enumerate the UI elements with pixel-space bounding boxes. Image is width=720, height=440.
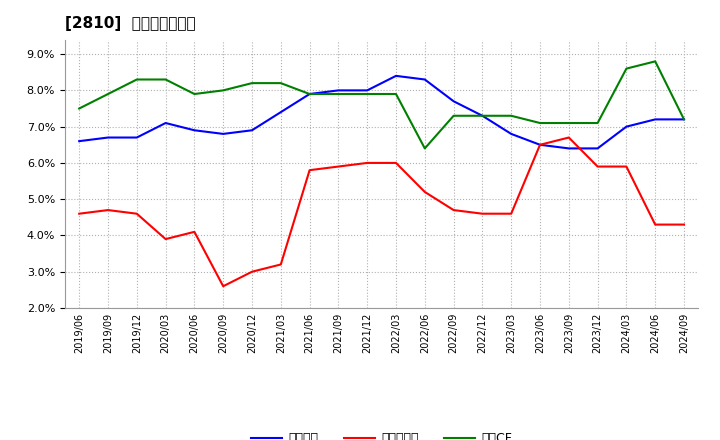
- 当期純利益: [449, 207, 458, 213]
- 当期純利益: [161, 236, 170, 242]
- 経常利益: [334, 88, 343, 93]
- 経常利益: [276, 110, 285, 115]
- 経常利益: [190, 128, 199, 133]
- 当期純利益: [651, 222, 660, 227]
- 営業CF: [420, 146, 429, 151]
- 営業CF: [132, 77, 141, 82]
- Text: [2810]  マージンの推移: [2810] マージンの推移: [65, 16, 195, 32]
- 当期純利益: [248, 269, 256, 275]
- 当期純利益: [622, 164, 631, 169]
- 当期純利益: [132, 211, 141, 216]
- 当期純利益: [219, 284, 228, 289]
- Line: 当期純利益: 当期純利益: [79, 138, 684, 286]
- 営業CF: [276, 81, 285, 86]
- 営業CF: [536, 121, 544, 126]
- 経常利益: [680, 117, 688, 122]
- 営業CF: [622, 66, 631, 71]
- Line: 営業CF: 営業CF: [79, 61, 684, 148]
- 経常利益: [248, 128, 256, 133]
- 当期純利益: [392, 160, 400, 165]
- Line: 経常利益: 経常利益: [79, 76, 684, 148]
- 経常利益: [478, 113, 487, 118]
- 経常利益: [219, 131, 228, 136]
- 当期純利益: [75, 211, 84, 216]
- 営業CF: [593, 121, 602, 126]
- 当期純利益: [363, 160, 372, 165]
- 営業CF: [161, 77, 170, 82]
- 経常利益: [420, 77, 429, 82]
- 経常利益: [536, 142, 544, 147]
- 経常利益: [75, 139, 84, 144]
- 営業CF: [104, 92, 112, 97]
- 経常利益: [651, 117, 660, 122]
- 経常利益: [564, 146, 573, 151]
- 当期純利益: [104, 207, 112, 213]
- 当期純利益: [478, 211, 487, 216]
- 当期純利益: [276, 262, 285, 267]
- 営業CF: [651, 59, 660, 64]
- 営業CF: [680, 117, 688, 122]
- 当期純利益: [564, 135, 573, 140]
- 当期純利益: [420, 189, 429, 194]
- 営業CF: [363, 92, 372, 97]
- 営業CF: [190, 92, 199, 97]
- 営業CF: [75, 106, 84, 111]
- 当期純利益: [334, 164, 343, 169]
- 経常利益: [593, 146, 602, 151]
- 当期純利益: [536, 142, 544, 147]
- 営業CF: [449, 113, 458, 118]
- 当期純利益: [507, 211, 516, 216]
- 経常利益: [104, 135, 112, 140]
- 営業CF: [219, 88, 228, 93]
- 当期純利益: [593, 164, 602, 169]
- Legend: 経常利益, 当期純利益, 営業CF: 経常利益, 当期純利益, 営業CF: [246, 427, 517, 440]
- 当期純利益: [305, 168, 314, 173]
- 営業CF: [248, 81, 256, 86]
- 営業CF: [334, 92, 343, 97]
- 経常利益: [392, 73, 400, 78]
- 経常利益: [161, 121, 170, 126]
- 経常利益: [132, 135, 141, 140]
- 経常利益: [449, 99, 458, 104]
- 営業CF: [305, 92, 314, 97]
- 営業CF: [392, 92, 400, 97]
- 当期純利益: [680, 222, 688, 227]
- 経常利益: [363, 88, 372, 93]
- 経常利益: [622, 124, 631, 129]
- 営業CF: [507, 113, 516, 118]
- 営業CF: [478, 113, 487, 118]
- 経常利益: [305, 92, 314, 97]
- 経常利益: [507, 131, 516, 136]
- 営業CF: [564, 121, 573, 126]
- 当期純利益: [190, 229, 199, 235]
